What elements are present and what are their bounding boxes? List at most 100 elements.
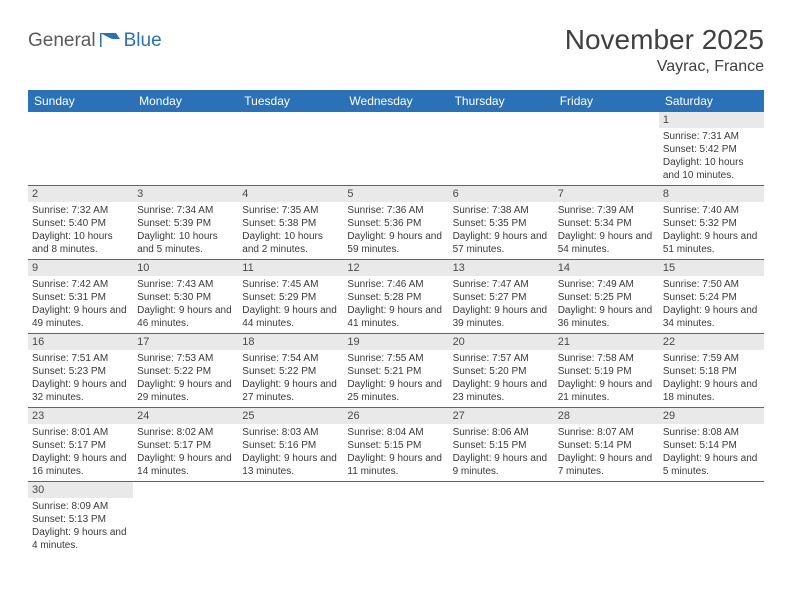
day-body: Sunrise: 8:08 AMSunset: 5:14 PMDaylight:… bbox=[659, 424, 764, 481]
calendar-week-row: 30Sunrise: 8:09 AMSunset: 5:13 PMDayligh… bbox=[28, 482, 764, 556]
calendar-cell bbox=[343, 112, 448, 186]
calendar-week-row: 23Sunrise: 8:01 AMSunset: 5:17 PMDayligh… bbox=[28, 408, 764, 482]
calendar-cell: 22Sunrise: 7:59 AMSunset: 5:18 PMDayligh… bbox=[659, 334, 764, 408]
calendar-cell: 10Sunrise: 7:43 AMSunset: 5:30 PMDayligh… bbox=[133, 260, 238, 334]
location: Vayrac, France bbox=[565, 58, 764, 76]
day-number: 1 bbox=[659, 112, 764, 128]
day-number: 23 bbox=[28, 408, 133, 424]
day-number: 12 bbox=[343, 260, 448, 276]
day-number: 7 bbox=[554, 186, 659, 202]
calendar-table: Sunday Monday Tuesday Wednesday Thursday… bbox=[28, 90, 764, 555]
calendar-cell: 7Sunrise: 7:39 AMSunset: 5:34 PMDaylight… bbox=[554, 186, 659, 260]
weekday-header: Saturday bbox=[659, 90, 764, 112]
calendar-week-row: 2Sunrise: 7:32 AMSunset: 5:40 PMDaylight… bbox=[28, 186, 764, 260]
day-body: Sunrise: 8:04 AMSunset: 5:15 PMDaylight:… bbox=[343, 424, 448, 481]
day-number: 8 bbox=[659, 186, 764, 202]
calendar-week-row: 16Sunrise: 7:51 AMSunset: 5:23 PMDayligh… bbox=[28, 334, 764, 408]
day-body: Sunrise: 7:42 AMSunset: 5:31 PMDaylight:… bbox=[28, 276, 133, 333]
day-body: Sunrise: 7:57 AMSunset: 5:20 PMDaylight:… bbox=[449, 350, 554, 407]
day-body: Sunrise: 7:49 AMSunset: 5:25 PMDaylight:… bbox=[554, 276, 659, 333]
calendar-cell: 25Sunrise: 8:03 AMSunset: 5:16 PMDayligh… bbox=[238, 408, 343, 482]
calendar-cell bbox=[554, 482, 659, 556]
day-number: 27 bbox=[449, 408, 554, 424]
day-number: 11 bbox=[238, 260, 343, 276]
weekday-header: Friday bbox=[554, 90, 659, 112]
calendar-cell: 15Sunrise: 7:50 AMSunset: 5:24 PMDayligh… bbox=[659, 260, 764, 334]
day-body: Sunrise: 7:51 AMSunset: 5:23 PMDaylight:… bbox=[28, 350, 133, 407]
day-number: 4 bbox=[238, 186, 343, 202]
day-number: 17 bbox=[133, 334, 238, 350]
calendar-cell bbox=[554, 112, 659, 186]
calendar-cell bbox=[133, 482, 238, 556]
weekday-header: Sunday bbox=[28, 90, 133, 112]
title-block: November 2025 Vayrac, France bbox=[565, 24, 764, 76]
calendar-cell: 12Sunrise: 7:46 AMSunset: 5:28 PMDayligh… bbox=[343, 260, 448, 334]
calendar-cell: 17Sunrise: 7:53 AMSunset: 5:22 PMDayligh… bbox=[133, 334, 238, 408]
day-body: Sunrise: 7:35 AMSunset: 5:38 PMDaylight:… bbox=[238, 202, 343, 259]
calendar-cell: 27Sunrise: 8:06 AMSunset: 5:15 PMDayligh… bbox=[449, 408, 554, 482]
day-number: 20 bbox=[449, 334, 554, 350]
calendar-cell: 23Sunrise: 8:01 AMSunset: 5:17 PMDayligh… bbox=[28, 408, 133, 482]
weekday-header-row: Sunday Monday Tuesday Wednesday Thursday… bbox=[28, 90, 764, 112]
day-body: Sunrise: 7:31 AMSunset: 5:42 PMDaylight:… bbox=[659, 128, 764, 185]
day-number: 30 bbox=[28, 482, 133, 498]
calendar-cell bbox=[449, 482, 554, 556]
day-number: 22 bbox=[659, 334, 764, 350]
day-number: 13 bbox=[449, 260, 554, 276]
calendar-cell: 30Sunrise: 8:09 AMSunset: 5:13 PMDayligh… bbox=[28, 482, 133, 556]
calendar-cell: 3Sunrise: 7:34 AMSunset: 5:39 PMDaylight… bbox=[133, 186, 238, 260]
calendar-cell: 20Sunrise: 7:57 AMSunset: 5:20 PMDayligh… bbox=[449, 334, 554, 408]
calendar-cell: 6Sunrise: 7:38 AMSunset: 5:35 PMDaylight… bbox=[449, 186, 554, 260]
day-number: 16 bbox=[28, 334, 133, 350]
calendar-cell: 2Sunrise: 7:32 AMSunset: 5:40 PMDaylight… bbox=[28, 186, 133, 260]
day-body: Sunrise: 7:45 AMSunset: 5:29 PMDaylight:… bbox=[238, 276, 343, 333]
day-body: Sunrise: 8:03 AMSunset: 5:16 PMDaylight:… bbox=[238, 424, 343, 481]
day-body: Sunrise: 7:55 AMSunset: 5:21 PMDaylight:… bbox=[343, 350, 448, 407]
calendar-cell bbox=[133, 112, 238, 186]
calendar-cell: 19Sunrise: 7:55 AMSunset: 5:21 PMDayligh… bbox=[343, 334, 448, 408]
day-body: Sunrise: 7:38 AMSunset: 5:35 PMDaylight:… bbox=[449, 202, 554, 259]
weekday-header: Monday bbox=[133, 90, 238, 112]
day-number: 5 bbox=[343, 186, 448, 202]
calendar-week-row: 1Sunrise: 7:31 AMSunset: 5:42 PMDaylight… bbox=[28, 112, 764, 186]
flag-icon bbox=[100, 31, 120, 52]
day-number: 29 bbox=[659, 408, 764, 424]
day-number: 26 bbox=[343, 408, 448, 424]
calendar-cell: 21Sunrise: 7:58 AMSunset: 5:19 PMDayligh… bbox=[554, 334, 659, 408]
calendar-cell bbox=[28, 112, 133, 186]
calendar-body: 1Sunrise: 7:31 AMSunset: 5:42 PMDaylight… bbox=[28, 112, 764, 555]
day-body: Sunrise: 7:58 AMSunset: 5:19 PMDaylight:… bbox=[554, 350, 659, 407]
calendar-cell bbox=[238, 112, 343, 186]
calendar-cell: 9Sunrise: 7:42 AMSunset: 5:31 PMDaylight… bbox=[28, 260, 133, 334]
day-body: Sunrise: 7:36 AMSunset: 5:36 PMDaylight:… bbox=[343, 202, 448, 259]
calendar-cell: 29Sunrise: 8:08 AMSunset: 5:14 PMDayligh… bbox=[659, 408, 764, 482]
day-number: 15 bbox=[659, 260, 764, 276]
day-body: Sunrise: 8:02 AMSunset: 5:17 PMDaylight:… bbox=[133, 424, 238, 481]
day-body: Sunrise: 8:07 AMSunset: 5:14 PMDaylight:… bbox=[554, 424, 659, 481]
day-body: Sunrise: 7:47 AMSunset: 5:27 PMDaylight:… bbox=[449, 276, 554, 333]
calendar-cell: 16Sunrise: 7:51 AMSunset: 5:23 PMDayligh… bbox=[28, 334, 133, 408]
calendar-cell: 14Sunrise: 7:49 AMSunset: 5:25 PMDayligh… bbox=[554, 260, 659, 334]
day-body: Sunrise: 7:46 AMSunset: 5:28 PMDaylight:… bbox=[343, 276, 448, 333]
calendar-cell bbox=[449, 112, 554, 186]
day-body: Sunrise: 8:09 AMSunset: 5:13 PMDaylight:… bbox=[28, 498, 133, 555]
calendar-cell bbox=[343, 482, 448, 556]
day-number: 25 bbox=[238, 408, 343, 424]
calendar-week-row: 9Sunrise: 7:42 AMSunset: 5:31 PMDaylight… bbox=[28, 260, 764, 334]
day-number: 9 bbox=[28, 260, 133, 276]
weekday-header: Tuesday bbox=[238, 90, 343, 112]
logo: General Blue bbox=[28, 24, 162, 52]
day-body: Sunrise: 7:39 AMSunset: 5:34 PMDaylight:… bbox=[554, 202, 659, 259]
calendar-cell: 5Sunrise: 7:36 AMSunset: 5:36 PMDaylight… bbox=[343, 186, 448, 260]
calendar-cell: 18Sunrise: 7:54 AMSunset: 5:22 PMDayligh… bbox=[238, 334, 343, 408]
calendar-cell: 26Sunrise: 8:04 AMSunset: 5:15 PMDayligh… bbox=[343, 408, 448, 482]
day-number: 18 bbox=[238, 334, 343, 350]
logo-text-general: General bbox=[28, 30, 96, 52]
day-body: Sunrise: 7:59 AMSunset: 5:18 PMDaylight:… bbox=[659, 350, 764, 407]
day-number: 6 bbox=[449, 186, 554, 202]
day-number: 10 bbox=[133, 260, 238, 276]
day-body: Sunrise: 8:01 AMSunset: 5:17 PMDaylight:… bbox=[28, 424, 133, 481]
header: General Blue November 2025 Vayrac, Franc… bbox=[28, 24, 764, 76]
day-number: 3 bbox=[133, 186, 238, 202]
logo-text-blue: Blue bbox=[124, 30, 162, 52]
